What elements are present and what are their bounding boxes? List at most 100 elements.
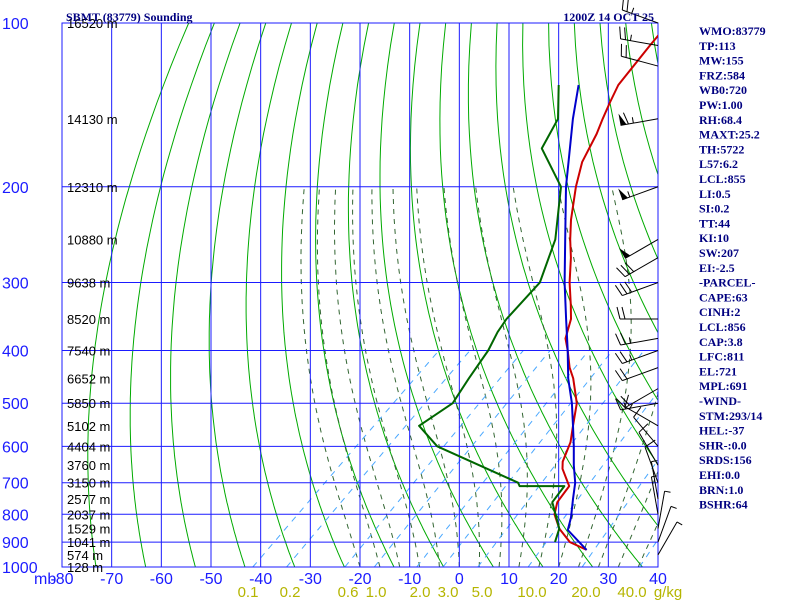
temperature-tick-label: 40 xyxy=(649,571,667,588)
temperature-tick-label: -20 xyxy=(348,571,371,588)
pressure-tick-label: 700 xyxy=(2,476,29,493)
dewpoint-trace xyxy=(418,84,566,543)
altitude-label: 2037 m xyxy=(67,507,110,522)
temperature-tick-label: -50 xyxy=(199,571,222,588)
mixing-ratio-label: 1.0 xyxy=(366,584,387,600)
altitude-label: 6652 m xyxy=(67,371,110,386)
pressure-tick-label: 100 xyxy=(2,16,29,33)
dry-adiabat-line xyxy=(548,23,658,402)
altitude-label: 5850 m xyxy=(67,396,110,411)
mixing-ratio-label: 40.0 xyxy=(617,584,646,600)
index-line: FRZ:584 xyxy=(699,68,745,82)
pressure-tick-label: 800 xyxy=(2,507,29,524)
altitude-label: 2577 m xyxy=(67,492,110,507)
wind-barb xyxy=(619,26,659,47)
index-line: EL:721 xyxy=(699,364,737,378)
moist-adiabat-line xyxy=(334,186,401,567)
dry-adiabat-line xyxy=(599,23,658,261)
dry-adiabat-line xyxy=(170,23,241,567)
altitude-label: 3760 m xyxy=(67,458,110,473)
index-line: TP:113 xyxy=(699,39,736,53)
index-line: L57:6.2 xyxy=(699,157,738,171)
pressure-tick-label: 400 xyxy=(2,344,29,361)
altitude-label: 7540 m xyxy=(67,344,110,359)
plot-border xyxy=(61,22,659,568)
temperature-tick-label: -60 xyxy=(150,571,173,588)
index-line: CINH:2 xyxy=(699,305,740,319)
dry-adiabat-line xyxy=(281,23,345,567)
wind-barb xyxy=(638,423,659,466)
wind-barb xyxy=(621,0,659,24)
index-line: -WIND- xyxy=(699,394,741,408)
dry-adiabat-line xyxy=(573,23,658,334)
pressure-tick-label: 1000 xyxy=(2,560,38,577)
parcel-trace xyxy=(563,84,588,551)
index-line: PW:1.00 xyxy=(699,98,743,112)
wind-barb xyxy=(616,306,658,320)
grid-lines xyxy=(61,22,659,568)
wind-barb xyxy=(650,460,659,500)
mixing-ratio-label: 0.1 xyxy=(238,584,259,600)
wind-barb xyxy=(618,186,659,201)
pressure-tick-label: 300 xyxy=(2,276,29,293)
index-line: BRN:1.0 xyxy=(699,483,743,497)
index-line: EHI:0.0 xyxy=(699,468,740,482)
wind-barb xyxy=(650,475,659,515)
index-panel: WMO:83779TP:113MW:155FRZ:584WB0:720PW:1.… xyxy=(699,24,766,512)
index-line: EI:-2.5 xyxy=(699,261,735,275)
altitude-label: 8520 m xyxy=(67,312,110,327)
pressure-unit-label: mb xyxy=(34,571,56,588)
altitude-label: 16520 m xyxy=(67,16,118,31)
altitude-label: 1041 m xyxy=(67,535,110,550)
index-line: LFC:811 xyxy=(699,350,744,364)
index-line: BSHR:64 xyxy=(699,498,748,512)
index-line: LCL:855 xyxy=(699,172,746,186)
wind-barb xyxy=(616,257,659,278)
index-line: SW:207 xyxy=(699,246,739,260)
dry-adiabat-line xyxy=(439,23,594,567)
altitude-label: 5102 m xyxy=(67,419,110,434)
wind-barbs xyxy=(614,0,683,556)
dry-adiabat-line xyxy=(379,23,494,567)
chart-title: SBMT (83779) Sounding xyxy=(66,10,193,24)
temperature-tick-label: -70 xyxy=(100,571,123,588)
dry-adiabat-line xyxy=(245,23,296,567)
valid-time: 1200Z 14 OCT 25 xyxy=(563,10,654,24)
mixing-ratio-unit-label: g/kg xyxy=(654,584,682,600)
wind-barb xyxy=(616,388,659,409)
temperature-tick-label: 0 xyxy=(455,571,464,588)
wind-barb xyxy=(624,394,659,427)
dry-adiabat-line xyxy=(754,23,800,567)
pressure-tick-label: 200 xyxy=(2,180,29,197)
wind-barb xyxy=(618,112,659,126)
wind-barb xyxy=(615,332,659,346)
temperature-tick-label: -30 xyxy=(299,571,322,588)
index-line: CAPE:63 xyxy=(699,290,748,304)
mixing-ratio-label: 2.0 xyxy=(410,584,431,600)
wind-barb xyxy=(657,521,683,556)
altitude-label: 128 m xyxy=(67,560,103,575)
sounding-traces xyxy=(418,34,658,551)
index-line: KI:10 xyxy=(699,231,729,245)
index-line: RH:68.4 xyxy=(699,113,742,127)
wind-barb xyxy=(657,505,677,543)
temperature-trace xyxy=(553,34,658,551)
altitude-label: 10880 m xyxy=(67,232,118,247)
dry-adiabat-line xyxy=(87,23,190,567)
altitude-label: 1529 m xyxy=(67,522,110,537)
mixing-ratio-label: 0.6 xyxy=(338,584,359,600)
index-line: WB0:720 xyxy=(699,83,747,97)
pressure-tick-label: 600 xyxy=(2,439,29,456)
temperature-tick-label: 10 xyxy=(500,571,518,588)
wind-barb xyxy=(657,490,671,529)
index-line: STM:293/14 xyxy=(699,409,762,423)
mixing-ratio-label: 3.0 xyxy=(438,584,459,600)
dry-adiabat-line xyxy=(780,23,800,567)
wind-barb xyxy=(619,239,659,259)
dry-adiabat-line xyxy=(522,23,658,466)
dry-adiabat-line xyxy=(495,23,658,527)
mixing-ratio-label: 5.0 xyxy=(472,584,493,600)
altitude-label: 9638 m xyxy=(67,276,110,291)
